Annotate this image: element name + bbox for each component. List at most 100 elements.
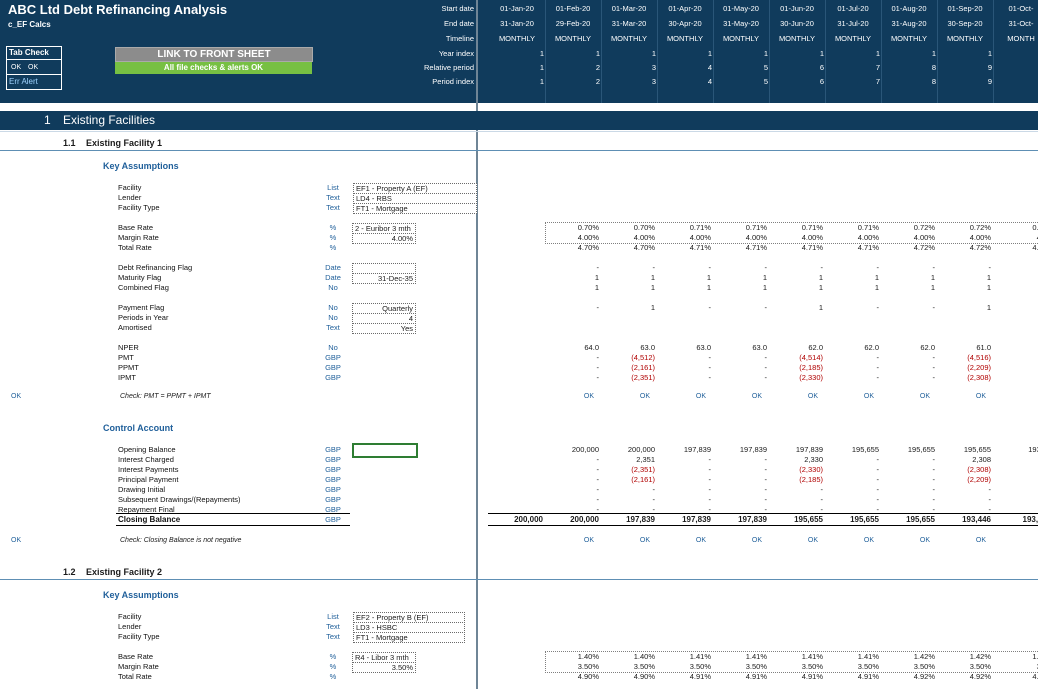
value-cell: 62.0 — [808, 343, 823, 352]
timeline-cell: 1 — [994, 49, 1038, 58]
tab-check-divider — [7, 59, 61, 60]
timeline-cell: 1 — [987, 49, 992, 58]
subsection-2-top-line — [0, 579, 1038, 580]
value-cell: - — [596, 353, 600, 362]
value-cell: - — [820, 485, 824, 494]
subsection-1-title: Existing Facility 1 — [86, 138, 163, 148]
check-cell: OK — [863, 393, 874, 400]
value-cell: (4,514) — [799, 353, 823, 362]
value-cell: 4.70% — [577, 243, 599, 252]
value-cell: 63.0 — [696, 343, 711, 352]
value-cell: 4.91% — [857, 672, 879, 681]
timeline-cell: 5 — [763, 63, 768, 72]
value-cell: 1 — [762, 273, 767, 282]
value-cell: 63.0 — [752, 343, 767, 352]
value-cell: 4.71% — [801, 243, 823, 252]
check-label: Check: PMT = PPMT + IPMT — [120, 393, 211, 400]
freeze-pane-divider[interactable] — [476, 0, 478, 689]
value-cell: - — [596, 303, 600, 312]
value-cell: 1.40% — [633, 652, 655, 661]
value-cell: 0.72% — [913, 223, 935, 232]
row-label: Subsequent Drawings/(Repayments) — [118, 495, 241, 504]
value-cell: 4.72 — [1032, 243, 1038, 252]
row-label: Opening Balance — [118, 445, 176, 454]
value-cell: 1 — [986, 273, 991, 282]
timeline-row-label: End date — [443, 19, 474, 28]
closing-bottom-rule-right — [488, 525, 1038, 526]
row-label: Closing Balance — [118, 515, 181, 524]
timeline-cell: 30-Sep-20 — [947, 19, 983, 28]
value-cell: 4.00% — [577, 233, 599, 242]
timeline-col-divider — [993, 0, 994, 103]
value-cell: - — [596, 465, 600, 474]
timeline-cell: 5 — [763, 77, 768, 86]
check-cell: OK — [975, 537, 986, 544]
value-cell: 2,308 — [972, 455, 991, 464]
input-cell[interactable]: 4.00% — [352, 233, 416, 244]
subsection-2-number: 1.2 — [63, 567, 76, 577]
value-cell: (2,308) — [967, 465, 991, 474]
row-label: Facility — [118, 612, 142, 621]
subsection-1-line — [0, 150, 1038, 151]
row-unit: GBP — [325, 505, 341, 514]
value-cell: - — [708, 363, 712, 372]
value-cell: 0.72% — [969, 223, 991, 232]
check-cell: OK — [695, 537, 706, 544]
value-cell: - — [876, 303, 880, 312]
input-cell[interactable]: 3.50% — [352, 662, 416, 673]
value-cell: (2,209) — [967, 475, 991, 484]
value-cell: - — [708, 465, 712, 474]
value-cell: 3.50% — [633, 662, 655, 671]
row-unit: Text — [326, 632, 340, 641]
value-cell: - — [596, 263, 600, 272]
timeline-cell: 31-Jan-20 — [500, 19, 534, 28]
value-cell: 61 — [994, 343, 1038, 352]
check-flag: OK — [11, 393, 22, 400]
value-cell: 4.91% — [745, 672, 767, 681]
row-label: Amortised — [118, 323, 152, 332]
input-cell[interactable]: FT1 - Mortgage — [353, 203, 477, 214]
value-cell: 4.92% — [913, 672, 935, 681]
check-cell: OK — [919, 393, 930, 400]
timeline-row-label: Year index — [438, 49, 474, 58]
value-cell: 4.00% — [745, 233, 767, 242]
row-unit: % — [329, 662, 337, 671]
value-cell: - — [876, 373, 880, 382]
value-cell: - — [932, 373, 936, 382]
value-cell: 4.90% — [633, 672, 655, 681]
input-cell[interactable]: FT1 - Mortgage — [353, 632, 465, 643]
value-cell: - — [764, 303, 768, 312]
timeline-cell: 3 — [651, 63, 656, 72]
value-cell: 1.42 — [1032, 652, 1038, 661]
input-cell[interactable]: Yes — [352, 323, 416, 334]
subsection-1-number: 1.1 — [63, 138, 76, 148]
row-label: Maturity Flag — [118, 273, 162, 282]
value-cell: 4.91% — [801, 672, 823, 681]
selected-cell[interactable] — [352, 443, 418, 458]
tab-check-box[interactable]: Tab Check OK OK Err Alert — [6, 46, 62, 90]
row-label: Drawing Initial — [118, 485, 166, 494]
value-cell: - — [932, 303, 936, 312]
timeline-cell: 1 — [819, 49, 824, 58]
value-cell: 0.70% — [633, 223, 655, 232]
link-to-front-sheet-button[interactable]: LINK TO FRONT SHEET — [115, 47, 313, 62]
row-unit: % — [329, 243, 337, 252]
value-cell: 193,4 — [1028, 445, 1038, 454]
value-cell: (2,330) — [799, 373, 823, 382]
value-cell: - — [764, 495, 768, 504]
value-cell: - — [708, 353, 712, 362]
value-cell: 4.92% — [969, 672, 991, 681]
value-cell: - — [932, 475, 936, 484]
tab-check-ok-2: OK — [28, 64, 39, 71]
value-cell: 193,446 — [962, 515, 991, 524]
value-cell: - — [708, 495, 712, 504]
value-cell: - — [876, 475, 880, 484]
input-cell[interactable]: 31-Dec-35 — [352, 273, 416, 284]
timeline-cell: 29-Feb-20 — [555, 19, 591, 28]
value-cell: 1 — [986, 283, 991, 292]
timeline-col-divider — [545, 0, 546, 103]
value-cell: 195,655 — [851, 445, 879, 454]
timeline-cell: 1 — [707, 49, 712, 58]
value-cell: (4,516) — [967, 353, 991, 362]
subsection-2-title: Existing Facility 2 — [86, 567, 163, 577]
